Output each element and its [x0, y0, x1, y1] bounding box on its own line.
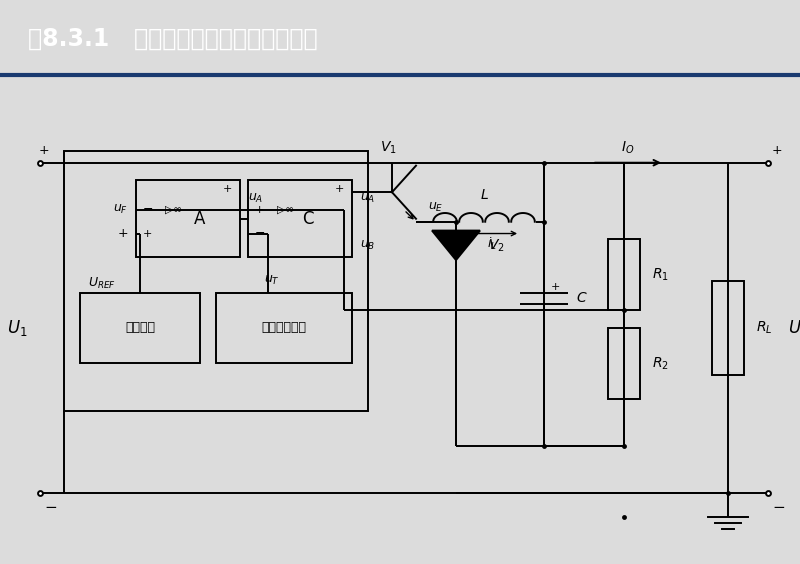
Text: +: +	[550, 281, 560, 292]
Text: $u_A$: $u_A$	[360, 192, 375, 205]
Text: $V_2$: $V_2$	[488, 237, 505, 254]
Text: $U_1$: $U_1$	[7, 318, 28, 338]
Text: +: +	[118, 227, 128, 240]
Text: $u_B$: $u_B$	[360, 239, 375, 252]
Text: 图8.3.1   串联型开关稳压电路组成框图: 图8.3.1 串联型开关稳压电路组成框图	[28, 27, 318, 50]
Text: +: +	[222, 184, 232, 194]
Bar	[216, 293, 352, 363]
Bar	[608, 240, 640, 310]
Text: $I_O$: $I_O$	[622, 140, 634, 156]
Text: $C$: $C$	[576, 292, 588, 306]
Text: $u_E$: $u_E$	[428, 200, 443, 214]
Text: −: −	[254, 227, 265, 240]
Text: +: +	[142, 228, 152, 239]
Text: $L$: $L$	[479, 188, 489, 202]
Bar	[80, 293, 200, 363]
Text: $u_F$: $u_F$	[113, 204, 128, 217]
Bar	[248, 180, 352, 257]
Text: +: +	[38, 144, 50, 157]
Text: $U_{REF}$: $U_{REF}$	[88, 276, 116, 291]
Bar	[136, 180, 240, 257]
Text: +: +	[772, 144, 782, 157]
Text: +: +	[254, 205, 264, 215]
Text: −: −	[142, 204, 153, 217]
Text: 基准电压: 基准电压	[125, 321, 155, 334]
Bar	[712, 281, 744, 375]
Text: $U_O$: $U_O$	[788, 318, 800, 338]
Text: $R_L$: $R_L$	[756, 320, 773, 336]
Text: $u_A$: $u_A$	[248, 192, 263, 205]
Text: C: C	[302, 210, 314, 228]
Bar	[64, 151, 368, 411]
Bar	[608, 328, 640, 399]
Text: A: A	[194, 210, 206, 228]
Text: $R_2$: $R_2$	[652, 355, 669, 372]
Text: $V_1$: $V_1$	[380, 140, 396, 156]
Text: $▷∞$: $▷∞$	[276, 204, 294, 216]
Text: +: +	[334, 184, 344, 194]
Text: −: −	[44, 500, 57, 515]
Polygon shape	[432, 231, 480, 260]
Text: −: −	[772, 500, 785, 515]
Text: $i_L$: $i_L$	[487, 236, 497, 252]
Text: 三角波发生器: 三角波发生器	[262, 321, 306, 334]
Text: $R_1$: $R_1$	[652, 267, 669, 283]
Text: $▷∞$: $▷∞$	[164, 204, 182, 216]
Text: $u_T$: $u_T$	[264, 274, 280, 287]
